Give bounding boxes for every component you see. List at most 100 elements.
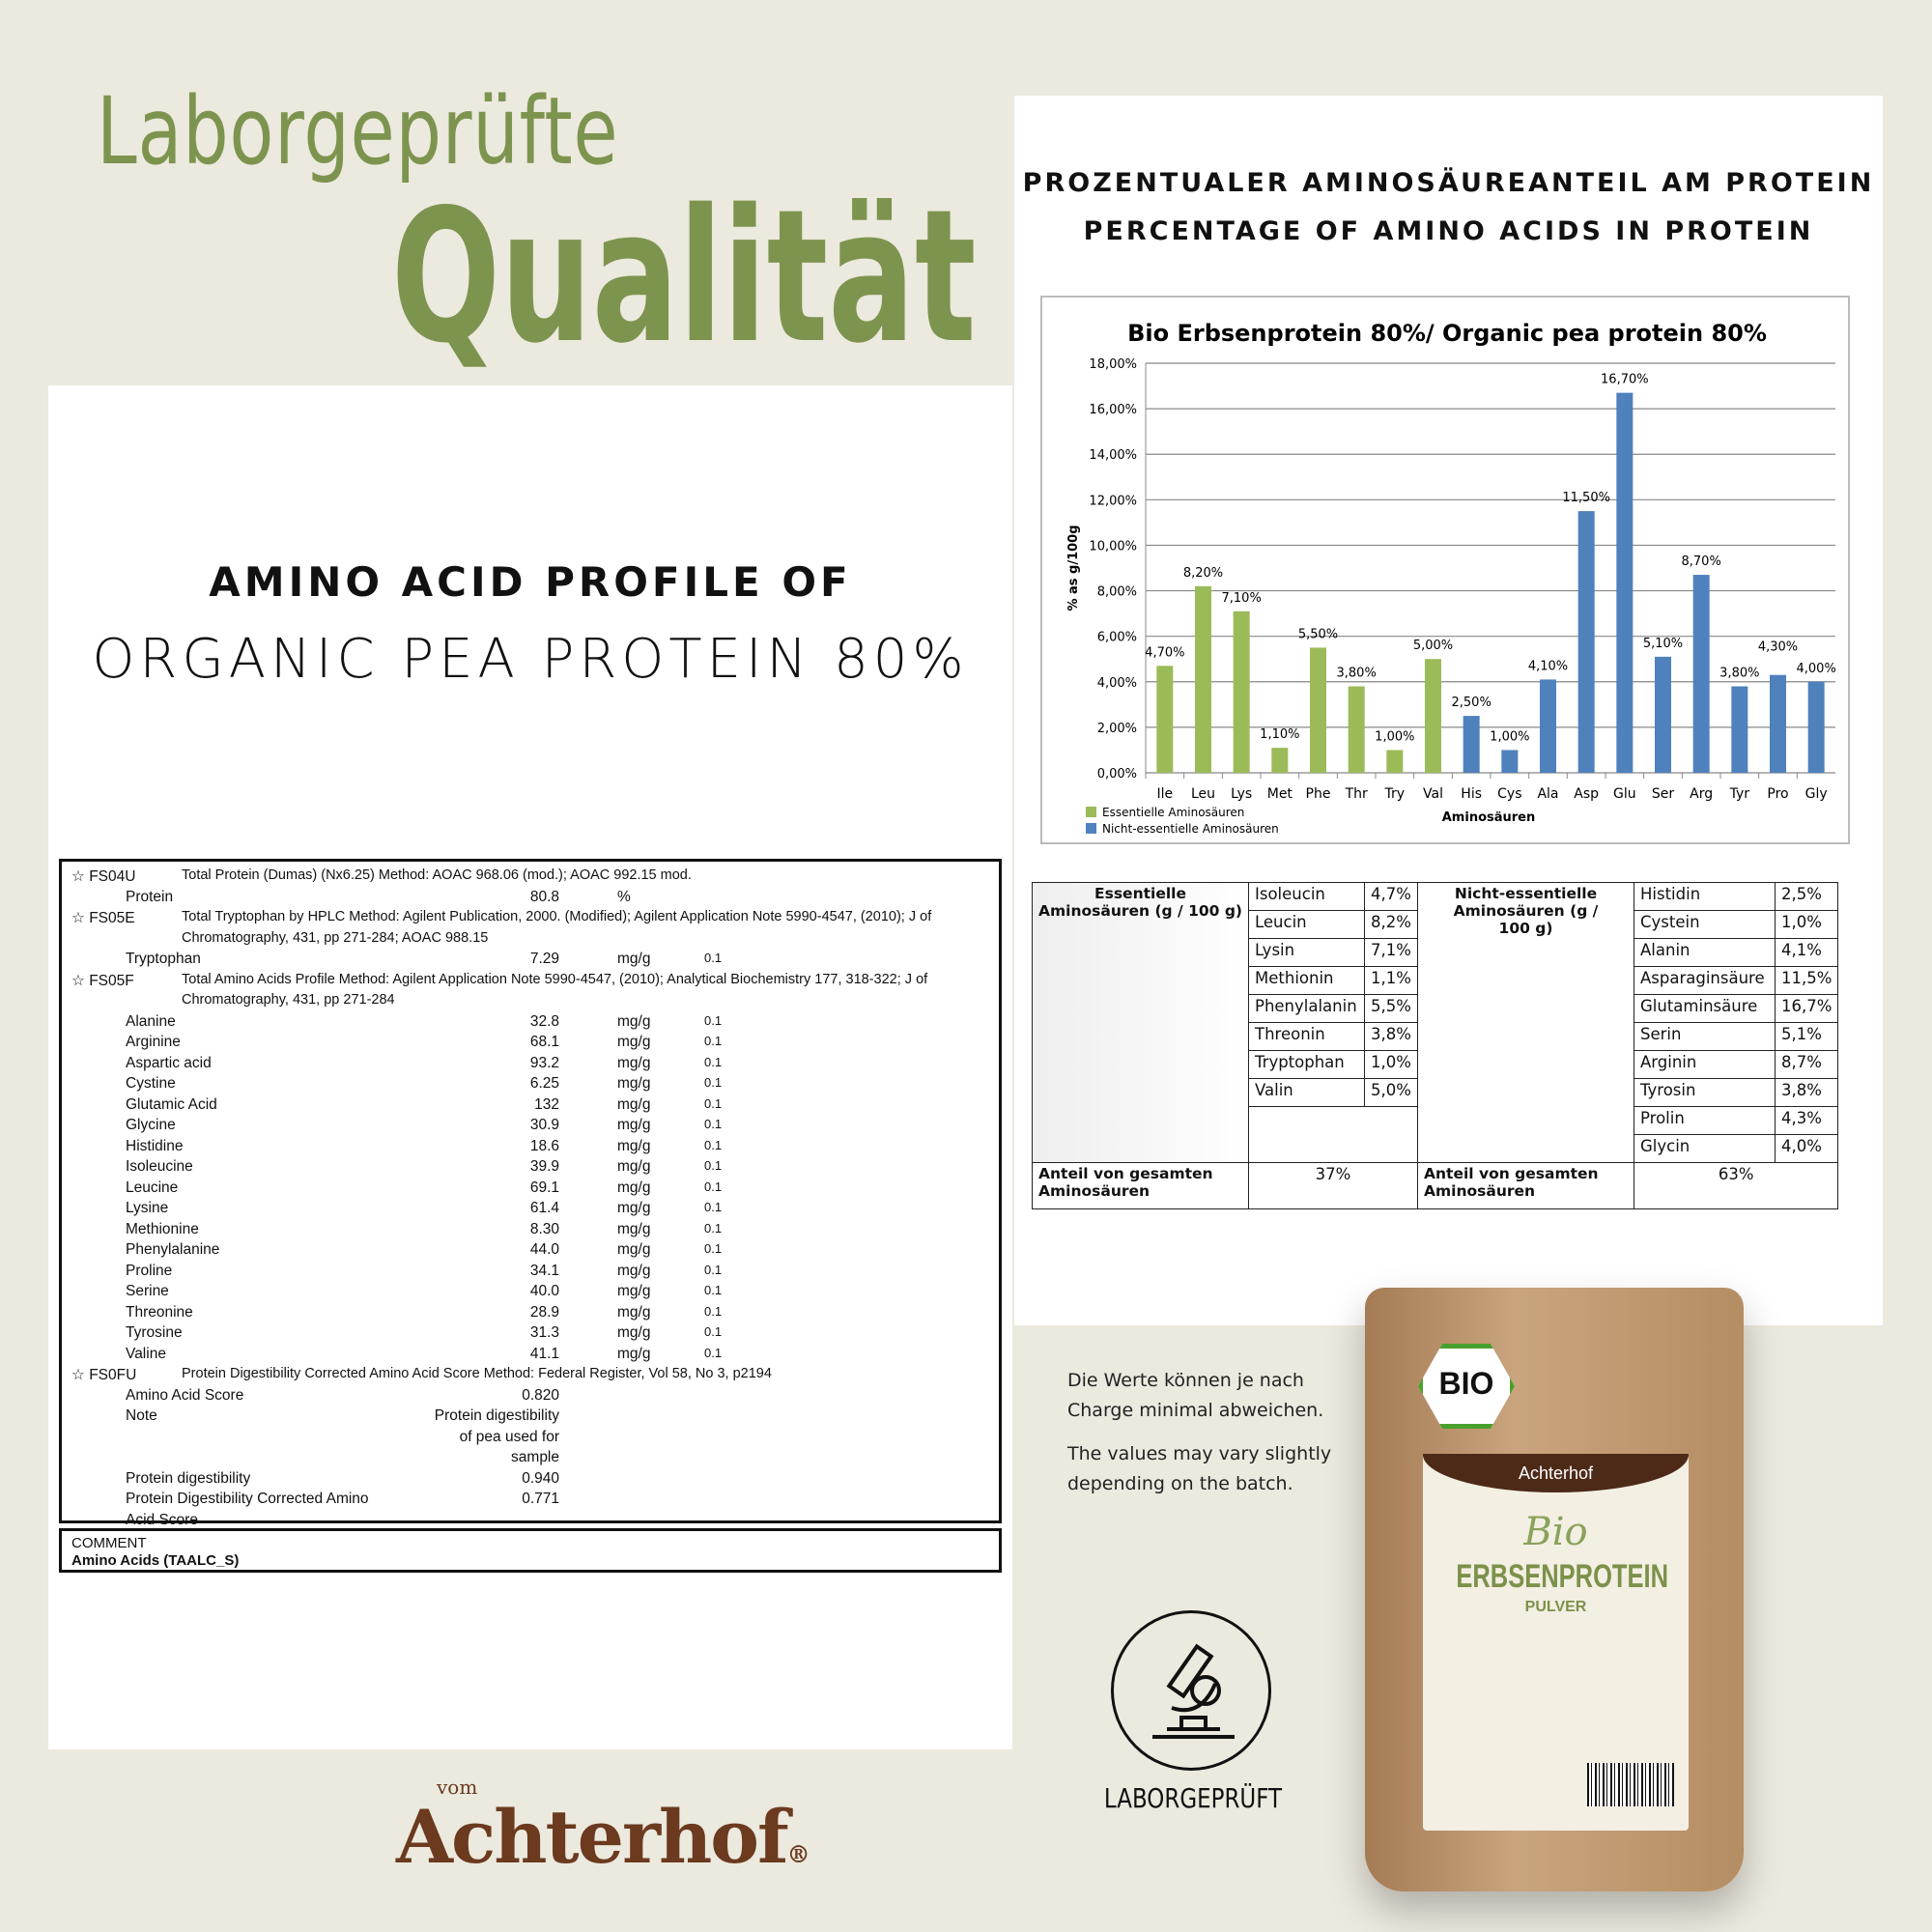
non-essential-value: 11,5% xyxy=(1774,966,1839,995)
analyte-unit: mg/g xyxy=(617,1034,651,1050)
essential-name: Threonin xyxy=(1248,1022,1365,1051)
x-tick-label: Ala xyxy=(1537,786,1558,802)
bar-value-label: 4,10% xyxy=(1528,659,1568,673)
x-tick-label: Tyr xyxy=(1729,786,1750,802)
x-axis-label: Aminosäuren xyxy=(1442,810,1536,825)
analyte-unit: mg/g xyxy=(617,1095,651,1113)
bar-gly xyxy=(1807,681,1825,773)
method-code: ☆ FS0FU xyxy=(71,1367,137,1383)
disclaimer-de-1: Die Werte können je nach xyxy=(1067,1370,1304,1391)
method-code: ☆ FS05E xyxy=(71,910,135,926)
essential-value: 5,0% xyxy=(1364,1078,1418,1107)
analyte-value: 34.1 xyxy=(529,1262,559,1279)
non-essential-name: Glycin xyxy=(1634,1134,1776,1163)
bar-his xyxy=(1463,716,1480,773)
non-essential-name: Prolin xyxy=(1634,1106,1776,1135)
table-row: Tryptophan 1,0% Arginin 8,7% xyxy=(1033,1050,1839,1079)
analyte-name: Protein Digestibility Corrected Amino xyxy=(126,1491,369,1507)
method-desc: Total Tryptophan by HPLC Method: Agilent… xyxy=(182,909,932,924)
empty-cell xyxy=(1248,1106,1418,1163)
lab-result-row: of pea used for xyxy=(62,1427,999,1448)
analyte-loq: 0.1 xyxy=(704,1137,723,1152)
analyte-unit: mg/g xyxy=(617,1262,651,1279)
lab-result-row: Protein 80.8% xyxy=(62,887,999,908)
non-essential-name: Histidin xyxy=(1634,882,1776,911)
essential-name: Isoleucin xyxy=(1248,882,1365,911)
method-code: ☆ FS04U xyxy=(71,868,136,885)
bar-value-label: 8,20% xyxy=(1183,566,1223,581)
bar-thr xyxy=(1348,686,1365,773)
method-desc: Chromatography, 431, pp 271-284; AOAC 98… xyxy=(182,929,489,946)
analyte-name: Arginine xyxy=(126,1034,181,1050)
table-row: Methionin 1,1% Asparaginsäure 11,5% xyxy=(1033,966,1839,995)
analyte-name: Serine xyxy=(126,1283,169,1299)
lab-result-row: Protein digestibility 0.940 xyxy=(62,1468,999,1490)
headline-line2: Qualität xyxy=(391,170,977,384)
lab-method-row: ☆ FS0FU Protein Digestibility Corrected A… xyxy=(62,1364,999,1385)
analyte-unit: mg/g xyxy=(617,1303,651,1321)
analyte-loq: 0.1 xyxy=(704,1034,723,1048)
y-tick-label: 10,00% xyxy=(1089,539,1137,554)
analyte-unit: mg/g xyxy=(617,1345,651,1362)
legend-swatch xyxy=(1086,807,1096,817)
chart-title: Bio Erbsenprotein 80%/ Organic pea prote… xyxy=(1127,320,1767,347)
lab-report-table: ☆ FS04U Total Protein (Dumas) (Nx6.25) Me… xyxy=(59,859,1002,1528)
analyte-unit: mg/g xyxy=(617,951,651,967)
essential-share-label: Anteil von gesamten Aminosäuren xyxy=(1032,1162,1249,1209)
non-essential-header: Nicht-essentielle Aminosäuren (g / 100 g… xyxy=(1417,882,1634,1163)
analyte-name: Protein digestibility xyxy=(126,1469,251,1487)
analyte-loq: 0.1 xyxy=(704,1095,723,1111)
analyte-unit: mg/g xyxy=(617,1220,651,1237)
analyte-value: 39.9 xyxy=(529,1158,559,1175)
analyte-value: 6.25 xyxy=(529,1075,559,1092)
profile-title-line2: ORGANIC PEA PROTEIN 80% xyxy=(92,628,969,691)
y-tick-label: 14,00% xyxy=(1089,448,1137,463)
essential-value: 1,1% xyxy=(1364,966,1418,995)
x-tick-label: Try xyxy=(1384,786,1406,802)
method-code: ☆ FS05F xyxy=(71,972,134,989)
analyte-loq: 0.1 xyxy=(704,1179,723,1194)
analyte-loq: 0.1 xyxy=(704,1262,723,1277)
lab-method-row: ☆ FS04U Total Protein (Dumas) (Nx6.25) Me… xyxy=(62,866,999,887)
non-essential-name: Arginin xyxy=(1634,1050,1776,1079)
comment-label: COMMENT xyxy=(71,1535,147,1551)
lab-result-row: Arginine 68.1 mg/g 0.1 xyxy=(62,1032,999,1053)
x-tick-label: Glu xyxy=(1613,786,1636,802)
lab-comment-box: COMMENT Amino Acids (TAALC_S) xyxy=(59,1528,1002,1573)
analyte-unit: mg/g xyxy=(617,1179,651,1196)
bar-value-label: 8,70% xyxy=(1682,554,1721,569)
essential-name: Phenylalanin xyxy=(1248,994,1365,1023)
product-package: BIO Achterhof Bio ERBSENPROTEIN PULVER xyxy=(1365,1288,1744,1891)
analyte-value: 80.8 xyxy=(529,888,559,905)
disclaimer-en-2: depending on the batch. xyxy=(1067,1473,1293,1494)
analyte-name: Glutamic Acid xyxy=(126,1095,217,1113)
lab-tested-label: LABORGEPRÜFT xyxy=(1103,1782,1283,1814)
lab-result-row: Serine 40.0 mg/g 0.1 xyxy=(62,1281,999,1302)
bar-value-label: 1,00% xyxy=(1490,729,1529,744)
bar-value-label: 5,50% xyxy=(1298,627,1338,641)
analyte-unit: mg/g xyxy=(617,1241,651,1258)
share-row: Anteil von gesamten Aminosäuren 37% Anteil… xyxy=(1032,1162,1839,1209)
bar-lys xyxy=(1233,611,1250,773)
y-axis-label: % as g/100g xyxy=(1066,525,1081,611)
analyte-value: 61.4 xyxy=(529,1200,559,1216)
bar-pro xyxy=(1770,674,1786,773)
bar-value-label: 3,80% xyxy=(1337,666,1377,680)
x-tick-label: Cys xyxy=(1497,786,1521,802)
analyte-unit: mg/g xyxy=(617,1075,651,1092)
package-brand: Achterhof xyxy=(1423,1454,1689,1492)
bar-value-label: 4,70% xyxy=(1145,645,1184,660)
bar-glu xyxy=(1616,392,1634,773)
x-tick-label: Ser xyxy=(1652,786,1675,802)
analyte-loq: 0.1 xyxy=(704,1075,723,1090)
non-essential-name: Asparaginsäure xyxy=(1634,966,1776,995)
x-tick-label: Phe xyxy=(1306,786,1331,802)
lab-result-row: Glycine 30.9 mg/g 0.1 xyxy=(62,1115,999,1136)
x-tick-label: Pro xyxy=(1767,786,1788,802)
analyte-value: 31.3 xyxy=(529,1324,559,1341)
analyte-loq: 0.1 xyxy=(704,1283,723,1297)
analyte-value: 93.2 xyxy=(529,1054,559,1071)
non-essential-share-label: Anteil von gesamten Aminosäuren xyxy=(1417,1162,1634,1209)
table-row: Leucin 8,2% Cystein 1,0% xyxy=(1033,910,1839,939)
package-subtitle: PULVER xyxy=(1524,1599,1587,1615)
